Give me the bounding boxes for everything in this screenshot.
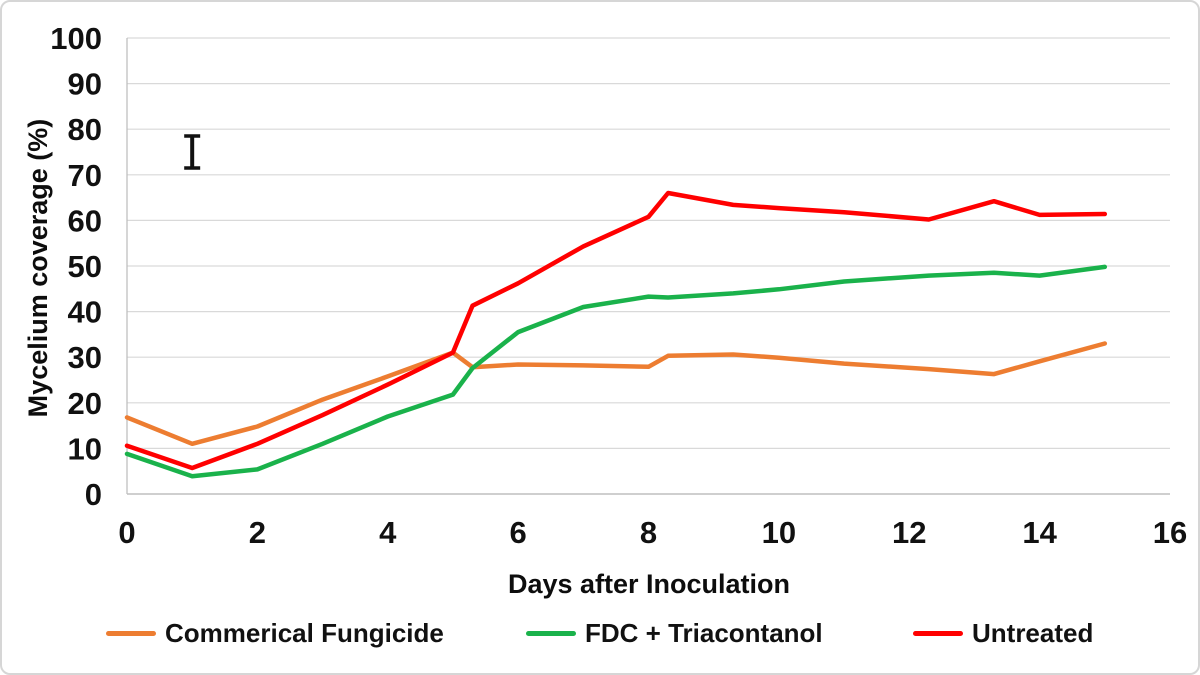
y-tick-label-80: 80 [68, 112, 102, 147]
x-tick-label-4: 4 [379, 515, 397, 550]
y-tick-label-50: 50 [68, 249, 102, 284]
legend-item-untreated: Untreated [913, 618, 1093, 648]
legend-swatch-untreated [913, 630, 963, 636]
series-line-commerical-fungicide [124, 341, 1108, 447]
y-tick-label-70: 70 [68, 158, 102, 193]
x-tick-label-8: 8 [640, 515, 657, 550]
x-tick-label-6: 6 [510, 515, 527, 550]
legend-item-commerical-fungicide: Commerical Fungicide [106, 618, 444, 648]
legend-label-commerical-fungicide: Commerical Fungicide [165, 617, 444, 648]
x-tick-label-2: 2 [249, 515, 266, 550]
y-tick-label-20: 20 [68, 386, 102, 421]
x-tick-label-0: 0 [118, 515, 135, 550]
x-tick-label-10: 10 [762, 515, 796, 550]
y-axis-title: Mycelium coverage (%) [23, 118, 53, 418]
y-tick-label-10: 10 [68, 431, 102, 466]
y-tick-label-0: 0 [85, 477, 102, 512]
legend-label-untreated: Untreated [972, 617, 1094, 648]
legend-item-fdc-triacontanol: FDC + Triacontanol [526, 618, 823, 648]
series-line-untreated [124, 190, 1108, 471]
legend-label-fdc-triacontanol: FDC + Triacontanol [585, 617, 823, 648]
y-tick-label-30: 30 [68, 340, 102, 375]
y-tick-label-90: 90 [68, 67, 102, 102]
y-tick-label-100: 100 [50, 21, 102, 56]
series-line-fdc-triacontanol [124, 264, 1108, 479]
x-tick-label-14: 14 [1022, 515, 1057, 550]
x-tick-label-16: 16 [1153, 515, 1187, 550]
x-tick-label-12: 12 [892, 515, 926, 550]
legend-swatch-fdc-triacontanol [526, 630, 576, 636]
legend-swatch-commerical-fungicide [106, 630, 156, 636]
x-axis-title: Days after Inoculation [507, 569, 791, 599]
y-tick-label-40: 40 [68, 295, 102, 330]
y-tick-label-60: 60 [68, 203, 102, 238]
